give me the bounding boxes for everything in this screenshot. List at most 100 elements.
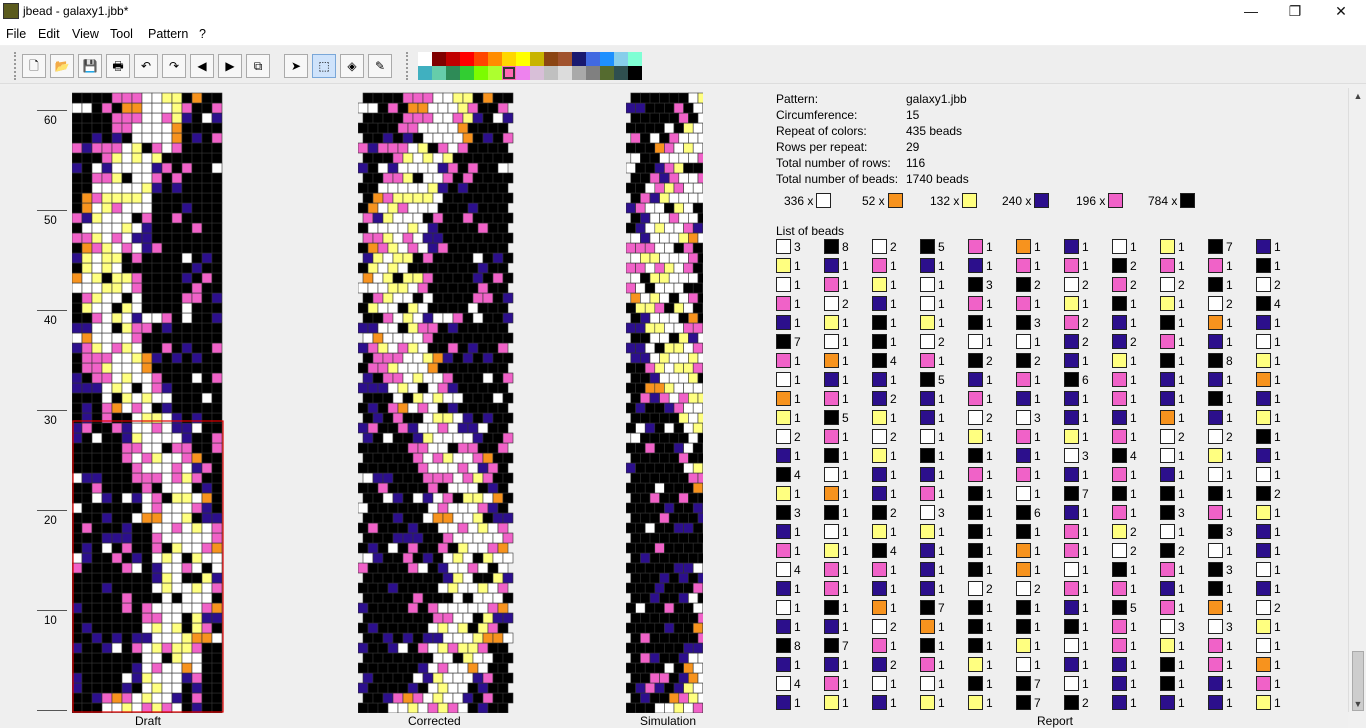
bead-cell (417, 642, 429, 654)
palette-color[interactable] (600, 66, 614, 80)
menu-pattern[interactable]: Pattern (148, 27, 189, 41)
bead-color-swatch (776, 505, 791, 520)
pointer-button[interactable]: ➤ (284, 54, 308, 78)
bead-cell (211, 512, 223, 524)
palette-color[interactable] (460, 66, 474, 80)
pipette-button[interactable]: ✎ (368, 54, 392, 78)
bead-cell (626, 682, 636, 694)
bead-cell (457, 462, 469, 474)
new-file-button[interactable]: 🗋 (22, 54, 46, 78)
bead-cell (161, 142, 173, 154)
bead-cell (367, 622, 379, 634)
palette-color[interactable] (586, 52, 600, 66)
bead-cell (659, 472, 670, 484)
undo-button[interactable]: ↶ (134, 54, 158, 78)
bead-run-count: 1 (1034, 468, 1041, 482)
bead-color-swatch (1016, 638, 1031, 653)
fill-button[interactable]: ◈ (340, 54, 364, 78)
bead-run-count: 1 (1226, 582, 1233, 596)
bead-cell (171, 312, 183, 324)
save-button[interactable]: 💾 (78, 54, 102, 78)
palette-color[interactable] (516, 66, 530, 80)
palette-color[interactable] (488, 52, 502, 66)
select-rect-button[interactable]: ⬚ (312, 54, 336, 78)
bead-cell (392, 492, 404, 504)
bead-run-count: 1 (986, 335, 993, 349)
bead-cell (678, 232, 689, 244)
bead-cell (171, 252, 183, 264)
copy-button[interactable]: ⧉ (246, 54, 270, 78)
bead-cell (654, 282, 665, 294)
bead-cell (121, 172, 133, 184)
palette-color[interactable] (446, 52, 460, 66)
arrow-right-button[interactable]: ▶ (218, 54, 242, 78)
palette-color[interactable] (502, 52, 516, 66)
palette-color[interactable] (432, 52, 446, 66)
palette-color[interactable] (502, 66, 516, 80)
menu-tool[interactable]: Tool (110, 27, 133, 41)
bead-cell (407, 602, 419, 614)
palette-color[interactable] (530, 52, 544, 66)
open-folder-button[interactable]: 📂 (50, 54, 74, 78)
palette-color[interactable] (418, 66, 432, 80)
menu-edit[interactable]: Edit (38, 27, 60, 41)
scroll-down-button[interactable]: ▼ (1353, 699, 1363, 709)
palette-color[interactable] (418, 52, 432, 66)
menu-help[interactable]: ? (199, 27, 206, 41)
redo-button[interactable]: ↷ (162, 54, 186, 78)
bead-run-count: 1 (842, 563, 849, 577)
scroll-thumb[interactable] (1352, 651, 1364, 711)
palette-color[interactable] (558, 66, 572, 80)
draft-grid[interactable] (72, 89, 224, 713)
bead-run-count: 2 (842, 297, 849, 311)
bead-cell (497, 302, 509, 314)
bead-cell (377, 642, 389, 654)
bead-color-swatch (1112, 543, 1127, 558)
scroll-up-button[interactable]: ▲ (1353, 91, 1363, 101)
palette-color[interactable] (432, 66, 446, 80)
palette-color[interactable] (474, 52, 488, 66)
palette-grip[interactable] (406, 52, 410, 80)
bead-cell (397, 262, 409, 274)
bead-cell (673, 542, 684, 554)
palette-color[interactable] (516, 52, 530, 66)
menu-view[interactable]: View (72, 27, 99, 41)
bead-cell (111, 352, 123, 364)
palette-color[interactable] (572, 66, 586, 80)
bead-cell (382, 552, 394, 564)
palette-color[interactable] (474, 66, 488, 80)
bead-cell (191, 322, 203, 334)
bead-cell (683, 522, 694, 534)
palette-color[interactable] (586, 66, 600, 80)
palette-color[interactable] (544, 66, 558, 80)
palette-color[interactable] (614, 66, 628, 80)
palette-color[interactable] (614, 52, 628, 66)
palette-color[interactable] (530, 66, 544, 80)
arrow-left-button[interactable]: ◀ (190, 54, 214, 78)
bead-cell (407, 562, 419, 574)
palette-color[interactable] (572, 52, 586, 66)
bead-cell (452, 672, 464, 684)
bead-cell (161, 242, 173, 254)
palette-color[interactable] (460, 52, 474, 66)
palette-color[interactable] (558, 52, 572, 66)
palette-color[interactable] (628, 66, 642, 80)
palette-color[interactable] (544, 52, 558, 66)
print-button[interactable]: 🖶 (106, 54, 130, 78)
minimize-button[interactable]: — (1244, 3, 1258, 19)
maximize-button[interactable]: ❐ (1288, 3, 1302, 19)
bead-cell (437, 402, 449, 414)
vertical-scrollbar[interactable]: ▲ ▼ (1348, 88, 1366, 712)
menu-file[interactable]: File (6, 27, 27, 41)
toolbar-grip[interactable] (14, 52, 18, 80)
palette-color[interactable] (600, 52, 614, 66)
bead-run-count: 1 (1130, 316, 1137, 330)
palette-color[interactable] (488, 66, 502, 80)
bead-cell (659, 272, 670, 284)
palette-color[interactable] (628, 52, 642, 66)
bead-cell (121, 112, 133, 124)
bead-cell (151, 532, 163, 544)
bead-run-count: 1 (1274, 411, 1281, 425)
close-button[interactable]: ✕ (1335, 3, 1347, 19)
palette-color[interactable] (446, 66, 460, 80)
